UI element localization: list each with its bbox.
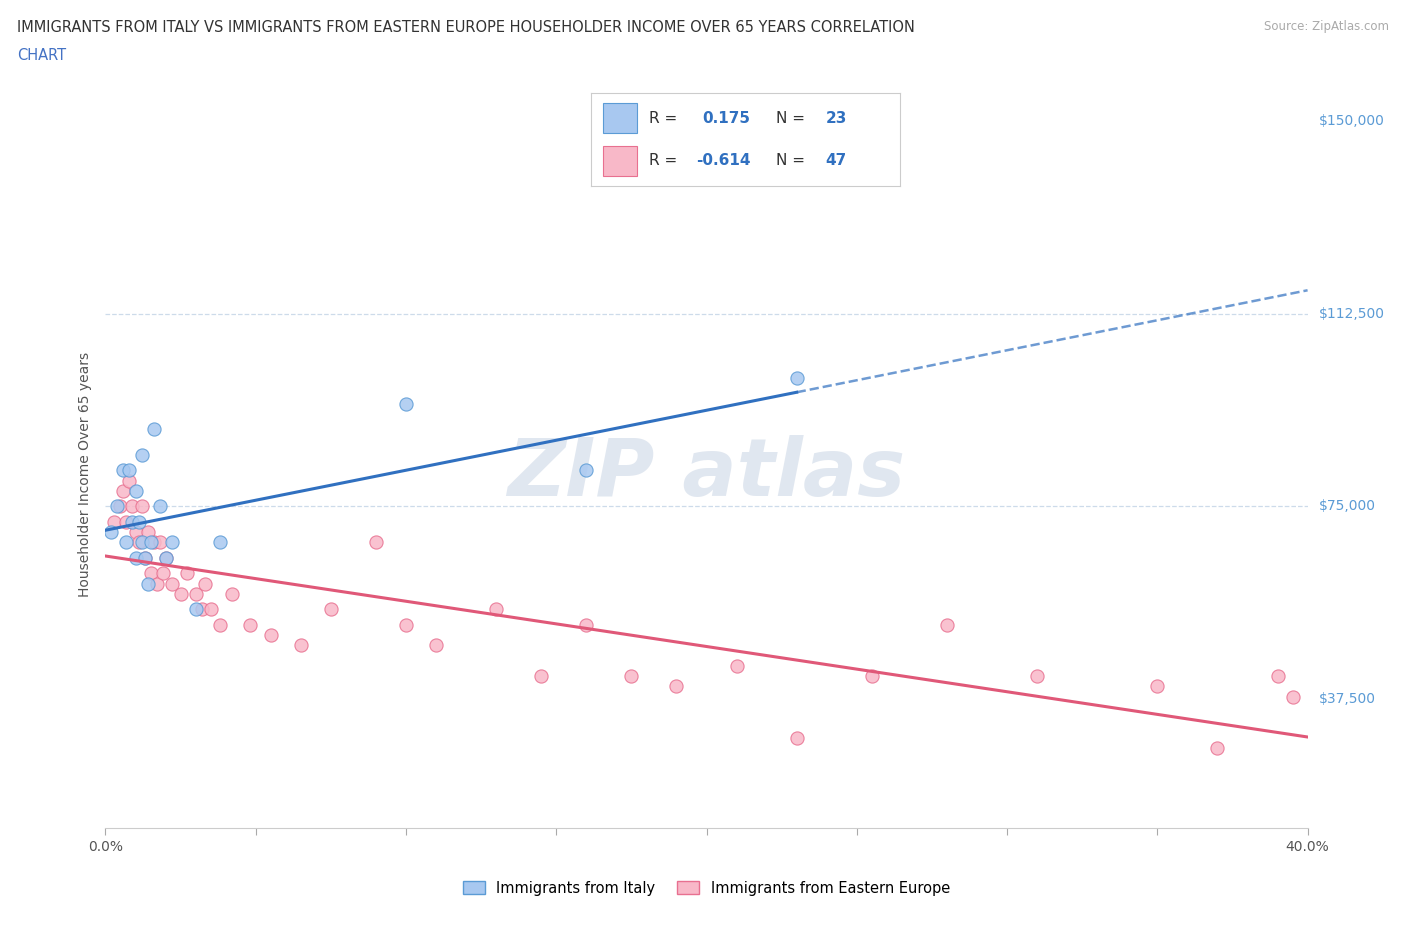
Y-axis label: Householder Income Over 65 years: Householder Income Over 65 years: [79, 352, 93, 597]
Text: -0.614: -0.614: [696, 153, 751, 168]
Point: [145, 576, 167, 591]
Point: [184, 587, 207, 602]
Point: [112, 463, 135, 478]
Point: [194, 576, 217, 591]
Point: [395, 618, 418, 632]
Point: [208, 618, 231, 632]
Point: [575, 463, 598, 478]
Point: [128, 514, 150, 529]
Point: [139, 535, 162, 550]
Legend: Immigrants from Italy, Immigrants from Eastern Europe: Immigrants from Italy, Immigrants from E…: [457, 875, 956, 902]
Text: 23: 23: [825, 111, 846, 126]
Point: [1267, 669, 1289, 684]
Point: [148, 535, 170, 550]
Point: [136, 525, 159, 539]
Point: [260, 628, 283, 643]
Point: [395, 396, 418, 411]
Point: [155, 551, 177, 565]
Point: [142, 535, 165, 550]
Point: [290, 638, 312, 653]
Point: [131, 535, 153, 550]
Point: [107, 499, 129, 514]
Point: [936, 618, 959, 632]
Text: $37,500: $37,500: [1319, 692, 1375, 706]
Point: [786, 370, 808, 385]
Text: R =: R =: [650, 111, 682, 126]
Point: [665, 679, 688, 694]
Point: [725, 658, 748, 673]
Point: [131, 499, 153, 514]
Point: [1206, 740, 1229, 755]
Bar: [603, 146, 637, 176]
Point: [786, 730, 808, 745]
Point: [128, 535, 150, 550]
Point: [134, 551, 156, 565]
Point: [115, 514, 138, 529]
Point: [169, 587, 191, 602]
Point: [364, 535, 387, 550]
Point: [239, 618, 262, 632]
Text: IMMIGRANTS FROM ITALY VS IMMIGRANTS FROM EASTERN EUROPE HOUSEHOLDER INCOME OVER : IMMIGRANTS FROM ITALY VS IMMIGRANTS FROM…: [17, 20, 915, 35]
Point: [190, 602, 212, 617]
Point: [118, 473, 141, 488]
Point: [160, 576, 183, 591]
Bar: [603, 103, 637, 133]
Point: [121, 499, 143, 514]
Point: [139, 565, 162, 580]
Text: $75,000: $75,000: [1319, 499, 1375, 513]
Point: [121, 514, 143, 529]
Point: [1026, 669, 1049, 684]
Point: [103, 514, 125, 529]
Point: [176, 565, 198, 580]
Text: $112,500: $112,500: [1319, 307, 1385, 321]
Text: N =: N =: [776, 111, 810, 126]
Text: CHART: CHART: [17, 48, 66, 63]
Point: [136, 576, 159, 591]
Point: [110, 499, 132, 514]
Point: [221, 587, 243, 602]
Text: ZIP atlas: ZIP atlas: [508, 435, 905, 513]
Point: [134, 551, 156, 565]
Point: [485, 602, 508, 617]
Point: [425, 638, 447, 653]
Point: [1281, 689, 1303, 704]
Point: [124, 525, 146, 539]
Point: [530, 669, 553, 684]
Point: [620, 669, 643, 684]
Point: [100, 525, 122, 539]
Point: [115, 535, 138, 550]
Point: [860, 669, 883, 684]
Text: 47: 47: [825, 153, 846, 168]
Text: R =: R =: [650, 153, 682, 168]
Point: [160, 535, 183, 550]
Point: [118, 463, 141, 478]
Point: [1146, 679, 1168, 694]
Point: [575, 618, 598, 632]
Point: [112, 484, 135, 498]
Point: [124, 484, 146, 498]
Point: [155, 551, 177, 565]
Point: [200, 602, 222, 617]
Point: [142, 422, 165, 437]
Text: Source: ZipAtlas.com: Source: ZipAtlas.com: [1264, 20, 1389, 33]
Point: [148, 499, 170, 514]
Point: [152, 565, 174, 580]
Text: 0.175: 0.175: [702, 111, 749, 126]
Text: $150,000: $150,000: [1319, 113, 1385, 128]
Point: [319, 602, 342, 617]
Point: [208, 535, 231, 550]
Point: [124, 551, 146, 565]
Point: [131, 447, 153, 462]
Text: N =: N =: [776, 153, 810, 168]
Point: [184, 602, 207, 617]
